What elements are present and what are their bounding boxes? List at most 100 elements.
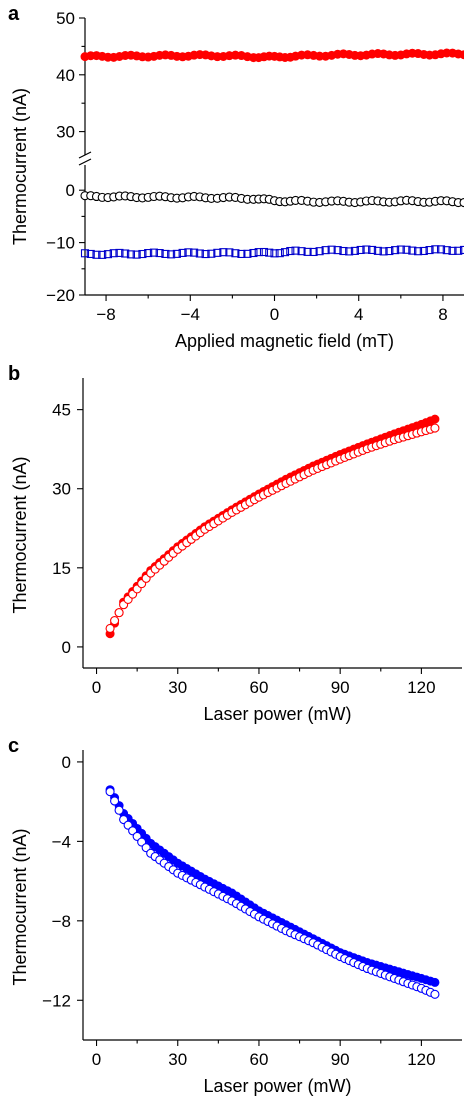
data-point [114, 608, 124, 618]
data-point [190, 248, 199, 257]
x-tick-label: 30 [168, 678, 187, 697]
data-point [402, 245, 411, 254]
data-point [109, 249, 118, 258]
data-point [459, 245, 464, 254]
data-point [126, 250, 135, 259]
series-2 [80, 245, 464, 259]
y-tick-label: 50 [56, 9, 75, 28]
data-point [121, 249, 130, 258]
data-point [265, 248, 274, 257]
data-point [315, 247, 324, 256]
data-point [431, 245, 440, 254]
x-tick-label: 0 [270, 305, 279, 324]
data-point [270, 249, 279, 258]
data-point [339, 246, 348, 256]
x-tick-label: 90 [331, 1050, 350, 1069]
series-0 [105, 414, 440, 639]
data-point [345, 247, 354, 256]
x-tick-label: 8 [438, 305, 447, 324]
panel-a-label: a [8, 3, 20, 25]
data-point [172, 249, 181, 258]
data-point [448, 246, 457, 255]
data-point [105, 623, 115, 634]
data-point [333, 246, 342, 255]
data-point [213, 248, 222, 257]
data-point [430, 423, 440, 433]
data-point [327, 245, 336, 254]
data-point [430, 989, 440, 999]
data-point [362, 245, 371, 254]
data-point [225, 248, 234, 257]
data-point [167, 250, 176, 259]
data-point [459, 50, 464, 60]
y-tick-label: 0 [62, 753, 71, 772]
data-point [178, 248, 187, 257]
axis-break-mark [78, 158, 92, 166]
data-point [454, 246, 463, 255]
data-point [114, 805, 124, 815]
axis-break-mark [78, 151, 92, 159]
y-tick-label: 0 [66, 181, 75, 200]
data-point [259, 247, 269, 257]
panel-b-label: b [8, 363, 20, 385]
y-axis-label: Thermocurrent (nA) [10, 828, 30, 985]
data-point [219, 248, 228, 257]
data-point [286, 246, 295, 256]
data-point [396, 245, 405, 254]
y-tick-label: −10 [46, 234, 75, 253]
x-tick-label: 120 [407, 1050, 435, 1069]
data-point [195, 249, 204, 258]
data-point [459, 197, 464, 208]
data-point [368, 245, 377, 255]
x-tick-label: 120 [407, 678, 435, 697]
data-point [373, 246, 382, 255]
panel-b: b 0 30 60 90 120 0 15 30 45 Laser power (mW) Thermo… [8, 363, 462, 724]
data-point [105, 787, 115, 797]
data-point [237, 249, 246, 259]
data-point [291, 246, 300, 255]
data-point [309, 247, 318, 257]
x-tick-label: 90 [331, 678, 350, 697]
panel-a: a −8 −4 0 4 8 −20 −10 0 30 40 50 Applied magnetic fi… [8, 3, 464, 351]
data-point [103, 250, 113, 259]
data-point [414, 247, 423, 256]
x-axis-label: Applied magnetic field (mT) [175, 331, 394, 351]
data-point [280, 248, 290, 257]
y-axis-label: Thermocurrent (nA) [10, 456, 30, 613]
data-point [86, 249, 95, 259]
x-axis-label: Laser power (mW) [203, 1076, 351, 1096]
series-0 [105, 785, 440, 987]
y-tick-label: −8 [52, 912, 71, 931]
y-tick-label: 30 [56, 123, 75, 142]
x-axis-label: Laser power (mW) [203, 704, 351, 724]
data-point [419, 246, 428, 256]
data-point [430, 414, 440, 424]
data-point [110, 615, 120, 626]
panel-c: c 0 30 60 90 120 0 −4 −8 −12 Laser power (mW) Therm… [8, 735, 462, 1096]
y-tick-label: 45 [52, 401, 71, 420]
x-tick-label: 0 [92, 1050, 101, 1069]
y-tick-label: 30 [52, 480, 71, 499]
data-point [92, 250, 101, 259]
data-point [350, 246, 359, 255]
data-point [430, 977, 440, 987]
data-point [110, 796, 120, 806]
data-point [249, 248, 258, 258]
series-1 [80, 191, 464, 208]
data-point [98, 250, 107, 259]
y-tick-label: −4 [52, 832, 71, 851]
data-point [379, 247, 388, 256]
data-point [138, 249, 147, 259]
data-point [436, 245, 446, 254]
x-tick-label: 30 [168, 1050, 187, 1069]
data-point [144, 249, 153, 258]
data-point [132, 250, 141, 259]
x-tick-label: 60 [250, 678, 269, 697]
series-1 [105, 787, 440, 999]
data-point [231, 249, 240, 258]
series-0 [80, 48, 464, 63]
data-point [356, 245, 365, 255]
x-tick-label: 60 [250, 1050, 269, 1069]
data-point [385, 246, 394, 256]
